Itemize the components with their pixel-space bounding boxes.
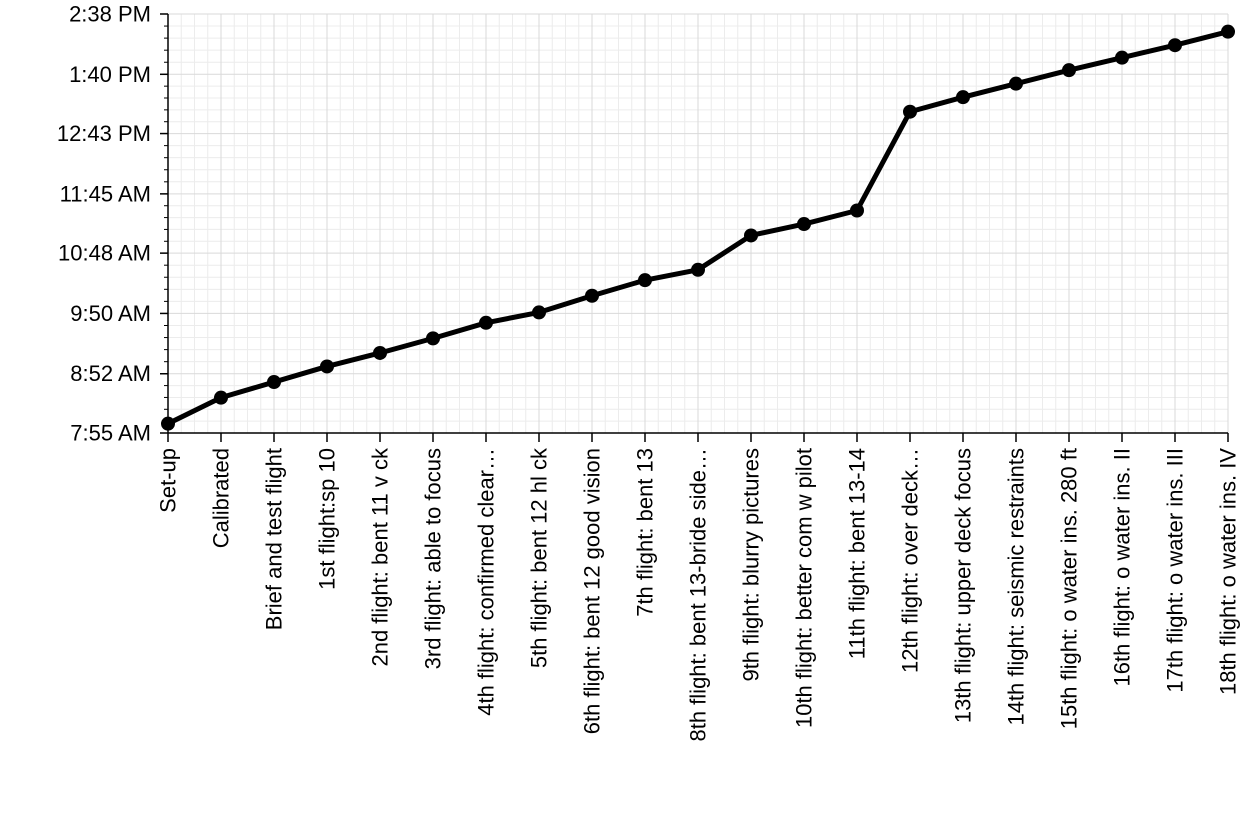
x-tick-label: 12th flight: over deck… (898, 448, 923, 673)
x-tick-labels: Set-up Calibrated Brief and test flight 1st… (156, 447, 1241, 742)
data-point (1009, 76, 1023, 91)
x-tick-label: 9th flight: blurry pictures (739, 448, 764, 682)
data-point (1062, 63, 1076, 78)
data-point (850, 203, 864, 218)
x-tick-label: 16th flight: o water ins. II (1110, 448, 1135, 686)
y-tick-label: 10:48 AM (58, 241, 151, 266)
x-tick-label: 17th flight: o water ins. III (1163, 448, 1188, 693)
data-point (161, 416, 175, 431)
data-point (320, 359, 334, 374)
x-tick-label: 4th flight: confirmed clear… (474, 448, 499, 716)
x-tick-label: 5th flight: bent 12 hl ck (527, 447, 552, 668)
data-point (267, 375, 281, 390)
data-point (1168, 38, 1182, 53)
x-tick-label: Brief and test flight (262, 448, 287, 630)
y-tick-label: 1:40 PM (69, 62, 151, 87)
x-tick-label: 13th flight: upper deck focus (951, 448, 976, 723)
x-tick-label: 8th flight: bent 13-bride side… (686, 448, 711, 742)
data-point (1115, 50, 1129, 65)
x-tick-label: 11th flight: bent 13-14 (845, 448, 870, 659)
data-point (214, 390, 228, 405)
y-tick-label: 2:38 PM (69, 2, 151, 27)
data-point (638, 273, 652, 288)
y-tick-labels: 7:55 AM 8:52 AM 9:50 AM 10:48 AM 11:45 AM 12:… (57, 2, 151, 446)
data-point (744, 228, 758, 243)
data-point (373, 345, 387, 360)
data-point (1221, 24, 1235, 39)
x-tick-label: 10th flight: better com w pilot (792, 448, 817, 728)
x-tick-label: 3rd flight: able to focus (421, 448, 446, 669)
data-point (426, 331, 440, 346)
x-tick-label: 18th flight: o water ins. IV (1216, 448, 1241, 695)
data-point (479, 315, 493, 330)
x-tick-label: 14th flight: seismic restraints (1004, 448, 1029, 726)
data-point (956, 90, 970, 105)
x-tick-label: 7th flight: bent 13 (633, 448, 658, 617)
series (161, 24, 1235, 431)
x-tick-label: Calibrated (209, 448, 234, 548)
data-point (903, 104, 917, 119)
y-tick-label: 8:52 AM (70, 361, 151, 386)
axes (160, 13, 1229, 442)
x-tick-label: 6th flight: bent 12 good vision (580, 448, 605, 734)
y-tick-label: 11:45 AM (60, 181, 151, 206)
x-tick-label: Set-up (156, 448, 181, 513)
y-tick-label: 7:55 AM (70, 421, 151, 446)
data-point (691, 262, 705, 277)
data-point (585, 288, 599, 303)
x-tick-label: 1st flight:sp 10 (315, 448, 340, 590)
y-tick-label: 12:43 PM (57, 121, 151, 146)
x-tick-label: 15th flight: o water ins. 280 ft (1057, 448, 1082, 729)
data-point (797, 217, 811, 232)
y-tick-label: 9:50 AM (70, 301, 151, 326)
data-point (532, 305, 546, 320)
x-tick-label: 2nd flight: bent 11 v ck (368, 447, 393, 667)
